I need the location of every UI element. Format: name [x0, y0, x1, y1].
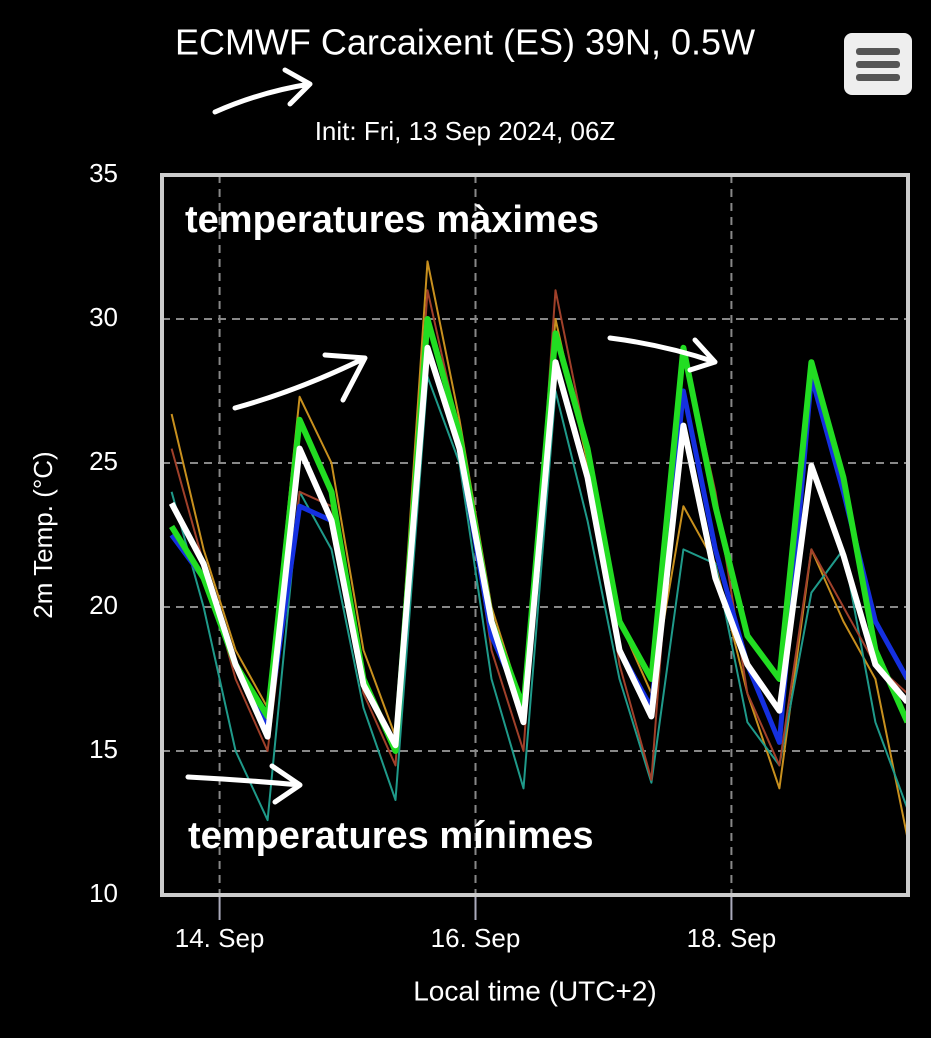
y-tick-label: 10 [89, 878, 118, 908]
annotation: temperatures màximes [185, 199, 599, 241]
chart-title: ECMWF Carcaixent (ES) 39N, 0.5W [175, 22, 755, 63]
y-tick-label: 30 [89, 302, 118, 332]
arrow [607, 335, 718, 373]
arrow [185, 763, 303, 805]
chart-subtitle: Init: Fri, 13 Sep 2024, 06Z [315, 116, 616, 146]
annotation: temperatures mínimes [188, 815, 594, 857]
y-tick-label: 15 [89, 734, 118, 764]
menu-bar [856, 74, 900, 81]
arrow [212, 67, 313, 115]
x-axis-label: Local time (UTC+2) [413, 975, 657, 1006]
y-tick-label: 35 [89, 158, 118, 188]
arrow [232, 352, 368, 411]
y-tick-label: 20 [89, 590, 118, 620]
x-tick-label: 16. Sep [431, 923, 521, 953]
menu-bar [856, 48, 900, 55]
series-line [168, 344, 908, 749]
y-axis-label: 2m Temp. (°C) [28, 451, 58, 618]
plot-frame [160, 173, 910, 897]
x-tick-label: 14. Sep [175, 923, 265, 953]
menu-button[interactable] [844, 33, 912, 95]
y-tick-label: 25 [89, 446, 118, 476]
x-tick-label: 18. Sep [687, 923, 777, 953]
arrows [185, 67, 718, 805]
menu-bar [856, 61, 900, 68]
